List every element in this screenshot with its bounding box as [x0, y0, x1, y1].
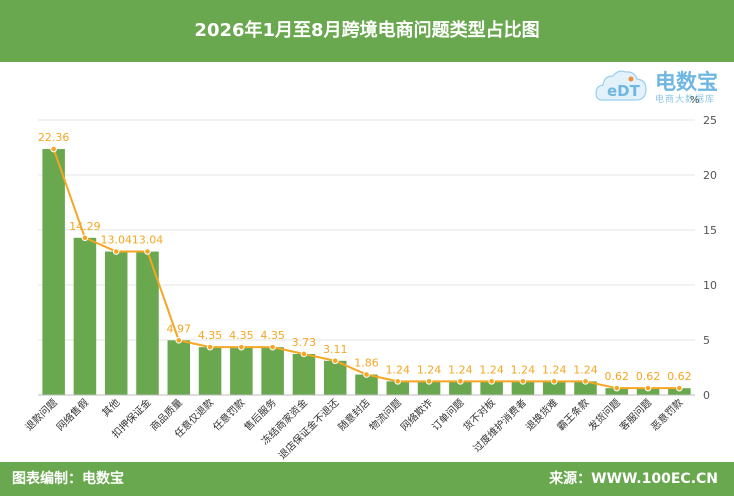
data-label: 3.11 — [323, 343, 348, 356]
bar — [323, 360, 347, 395]
line-point — [175, 337, 183, 344]
chart-title: 2026年1月至8月跨境电商问题类型占比图 — [194, 20, 540, 41]
line-point — [488, 378, 495, 385]
data-label: 1.24 — [448, 363, 473, 376]
x-tick-label: 恶意罚款 — [648, 396, 685, 433]
line-point — [613, 384, 621, 392]
bar — [230, 347, 253, 395]
bar — [605, 388, 629, 395]
line-point — [206, 343, 214, 351]
bar — [636, 388, 660, 395]
line-point — [238, 343, 245, 351]
data-label: 22.36 — [38, 131, 70, 144]
data-label: 1.24 — [542, 363, 567, 376]
y-tick-label: 5 — [703, 334, 710, 347]
line-point — [676, 384, 683, 392]
x-tick-label: 网络欺诈 — [398, 396, 435, 433]
bar — [167, 340, 191, 395]
x-tick-label: 客服问题 — [617, 396, 654, 433]
footer-source: 来源：WWW.100EC.CN — [549, 471, 718, 487]
x-tick-label: 随意封店 — [335, 396, 372, 433]
bar — [104, 251, 128, 395]
bar — [449, 381, 472, 395]
x-tick-label: 物流问题 — [366, 396, 403, 433]
y-tick-label: 20 — [703, 169, 717, 182]
line-point — [144, 248, 151, 255]
bar — [42, 149, 65, 395]
line-point — [300, 350, 308, 358]
y-tick-label: 0 — [703, 389, 710, 402]
line-point — [394, 378, 402, 385]
footer-bar: 图表编制：电数宝 来源：WWW.100EC.CN — [0, 462, 734, 496]
line-point — [425, 378, 433, 385]
data-label: 0.62 — [605, 370, 630, 383]
x-tick-label: 退款问题 — [22, 396, 59, 433]
y-unit-label: % — [690, 95, 700, 106]
data-label: 1.24 — [386, 363, 411, 376]
line-point — [112, 248, 120, 255]
data-label: 13.04 — [100, 234, 132, 247]
line-point — [269, 343, 276, 351]
data-label: 4.35 — [260, 329, 285, 342]
bar — [198, 347, 222, 395]
bar — [261, 347, 284, 395]
bar — [511, 381, 535, 395]
line-point — [582, 378, 589, 385]
bar — [417, 381, 441, 395]
data-label: 3.73 — [292, 336, 317, 349]
data-label: 1.24 — [573, 363, 598, 376]
logo-mark: eDT — [607, 82, 641, 100]
line-point — [81, 234, 89, 242]
x-tick-label: 发货问题 — [585, 396, 622, 433]
x-tick-label: 网络售假 — [54, 396, 91, 433]
footer-credit: 图表编制：电数宝 — [12, 471, 124, 487]
bar — [73, 237, 97, 395]
x-tick-label: 过度维护消费者 — [470, 396, 529, 455]
line-point — [519, 378, 527, 385]
x-tick-label: 任意罚款 — [210, 396, 247, 433]
logo-subtitle: 电商大数据库 — [655, 95, 716, 105]
line-point — [50, 145, 57, 153]
logo-text: 电数宝 — [655, 70, 718, 94]
header-bar: 2026年1月至8月跨境电商问题类型占比图 — [0, 0, 734, 62]
bar — [355, 374, 378, 395]
data-label: 1.86 — [354, 357, 379, 370]
data-label: 4.97 — [167, 322, 192, 335]
x-tick-label: 退换货难 — [523, 396, 560, 433]
data-label: 4.35 — [229, 329, 254, 342]
bar — [574, 381, 597, 395]
line-point — [457, 378, 464, 385]
data-label: 1.24 — [511, 363, 536, 376]
line-point — [363, 371, 370, 378]
bar — [480, 381, 503, 395]
y-tick-label: 15 — [703, 224, 717, 237]
cloud-logo-icon: eDT — [595, 70, 647, 101]
data-label: 0.62 — [667, 370, 692, 383]
x-tick-label: 霸王条款 — [554, 396, 591, 433]
data-label: 4.35 — [198, 329, 223, 342]
y-tick-label: 10 — [703, 279, 717, 292]
data-label: 1.24 — [479, 363, 504, 376]
data-label: 0.62 — [636, 370, 661, 383]
data-label: 14.29 — [69, 220, 101, 233]
line-point — [644, 384, 652, 392]
bar — [386, 381, 410, 395]
bar — [668, 388, 691, 395]
bar — [542, 381, 566, 395]
bar — [292, 353, 316, 395]
data-label: 1.24 — [417, 363, 442, 376]
bar — [136, 251, 159, 395]
x-tick-label: 订单问题 — [429, 396, 466, 433]
data-label: 13.04 — [132, 234, 164, 247]
x-tick-label: 其他 — [99, 396, 122, 419]
y-tick-label: 25 — [703, 114, 717, 127]
line-point — [331, 357, 339, 365]
line-point — [550, 378, 558, 385]
